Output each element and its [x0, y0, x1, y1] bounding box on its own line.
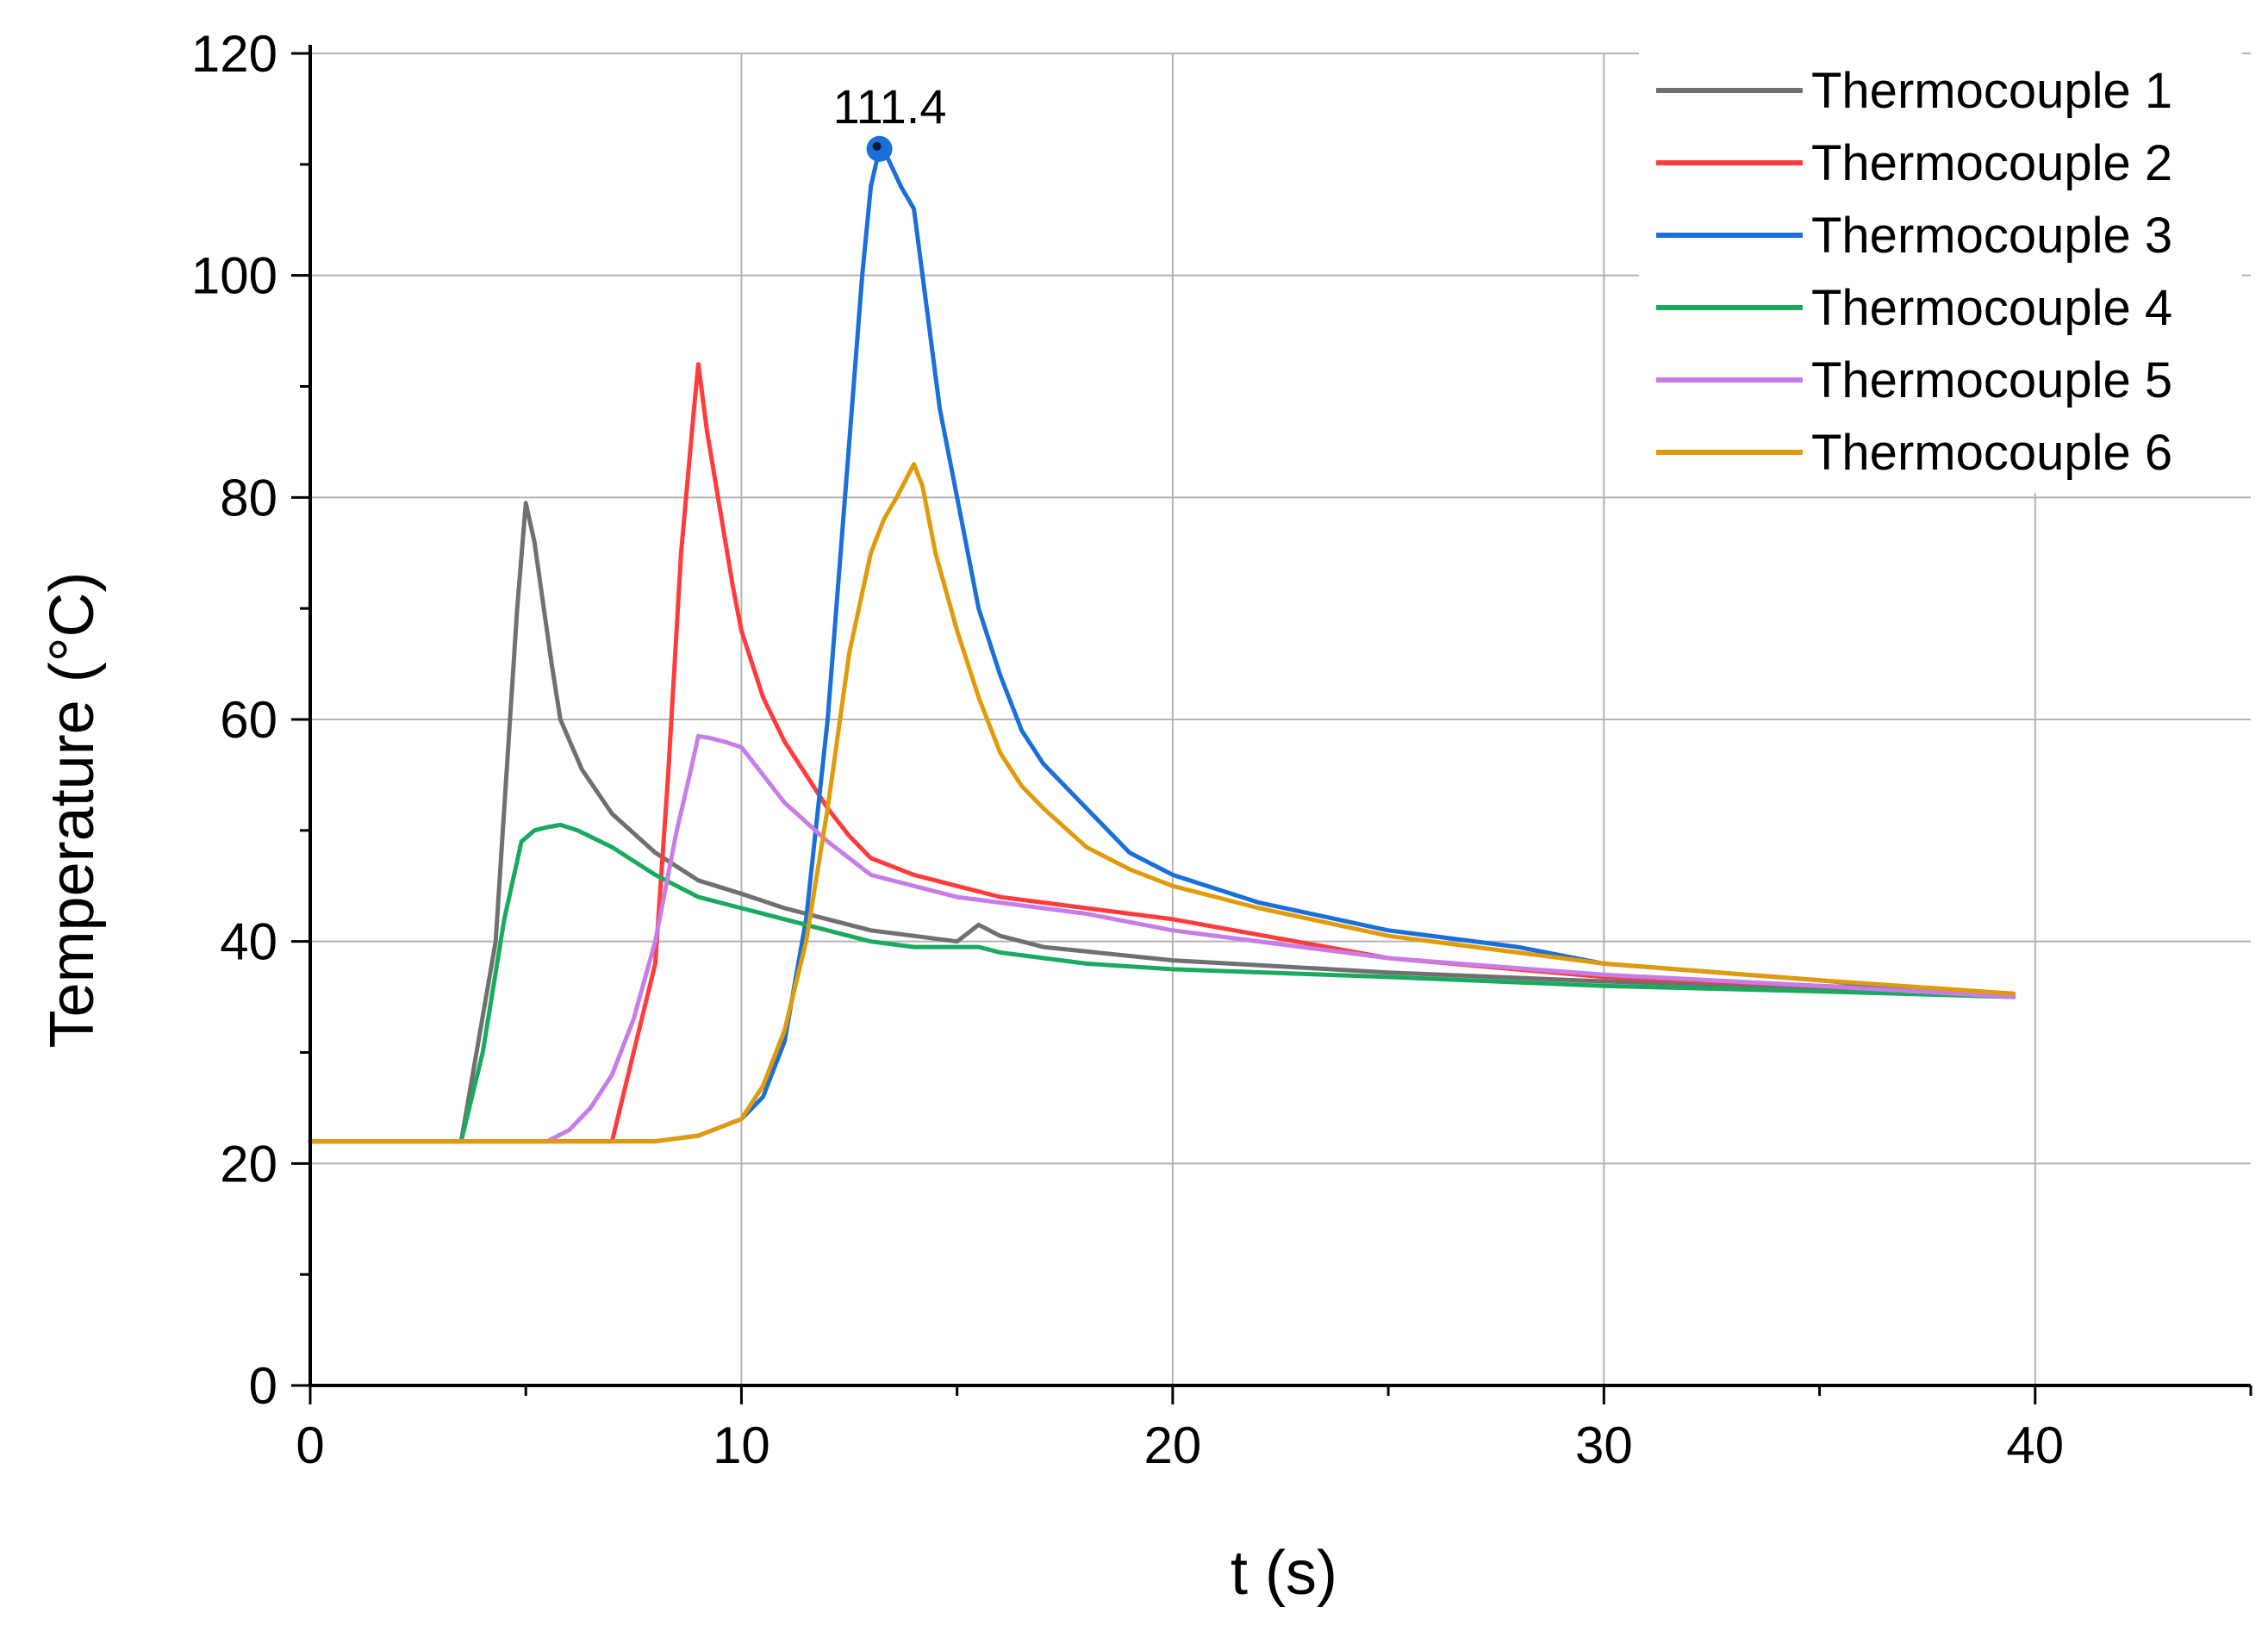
- series-line-thermocouple-2: [308, 362, 2016, 1144]
- annotations: 111.4: [833, 79, 947, 162]
- axes: [291, 45, 2252, 1404]
- y-tick-label: 120: [191, 25, 277, 83]
- peak-value-label: 111.4: [833, 79, 947, 134]
- x-tick-label: 40: [2006, 1416, 2064, 1474]
- y-tick-label: 80: [220, 469, 277, 526]
- x-axis-title: t (s): [1231, 1539, 1337, 1608]
- y-axis-title: Temperature (°C): [38, 572, 107, 1049]
- legend-label-thermocouple-4: Thermocouple 4: [1811, 280, 2172, 336]
- y-tick-label: 40: [220, 913, 277, 971]
- x-tick-label: 30: [1575, 1416, 1633, 1474]
- series-line-thermocouple-1: [308, 501, 2016, 1144]
- x-tick-label: 20: [1144, 1416, 1202, 1474]
- legend-background: [1639, 45, 2242, 493]
- series-line-thermocouple-3: [308, 146, 2016, 1144]
- legend: Thermocouple 1 Thermocouple 2 Thermocouple…: [1639, 45, 2242, 493]
- y-tick-label: 0: [249, 1357, 277, 1415]
- peak-marker-center: [872, 141, 882, 151]
- y-tick-label: 60: [220, 691, 277, 749]
- x-tick-label: 0: [296, 1416, 324, 1474]
- series-line-thermocouple-4: [308, 822, 2016, 1144]
- legend-label-thermocouple-2: Thermocouple 2: [1811, 135, 2172, 191]
- tick-labels: 0 10 20 30 40 0 20 40 60 80 100 120: [191, 25, 2064, 1474]
- plot-series: [308, 146, 2016, 1144]
- legend-label-thermocouple-3: Thermocouple 3: [1811, 208, 2172, 264]
- legend-label-thermocouple-5: Thermocouple 5: [1811, 352, 2172, 408]
- legend-label-thermocouple-6: Thermocouple 6: [1811, 425, 2172, 481]
- y-tick-label: 20: [220, 1135, 277, 1192]
- legend-label-thermocouple-1: Thermocouple 1: [1811, 63, 2172, 119]
- series-line-thermocouple-6: [308, 462, 2016, 1144]
- x-tick-label: 10: [713, 1416, 770, 1474]
- series-line-thermocouple-5: [308, 733, 2016, 1144]
- y-tick-label: 100: [191, 247, 277, 305]
